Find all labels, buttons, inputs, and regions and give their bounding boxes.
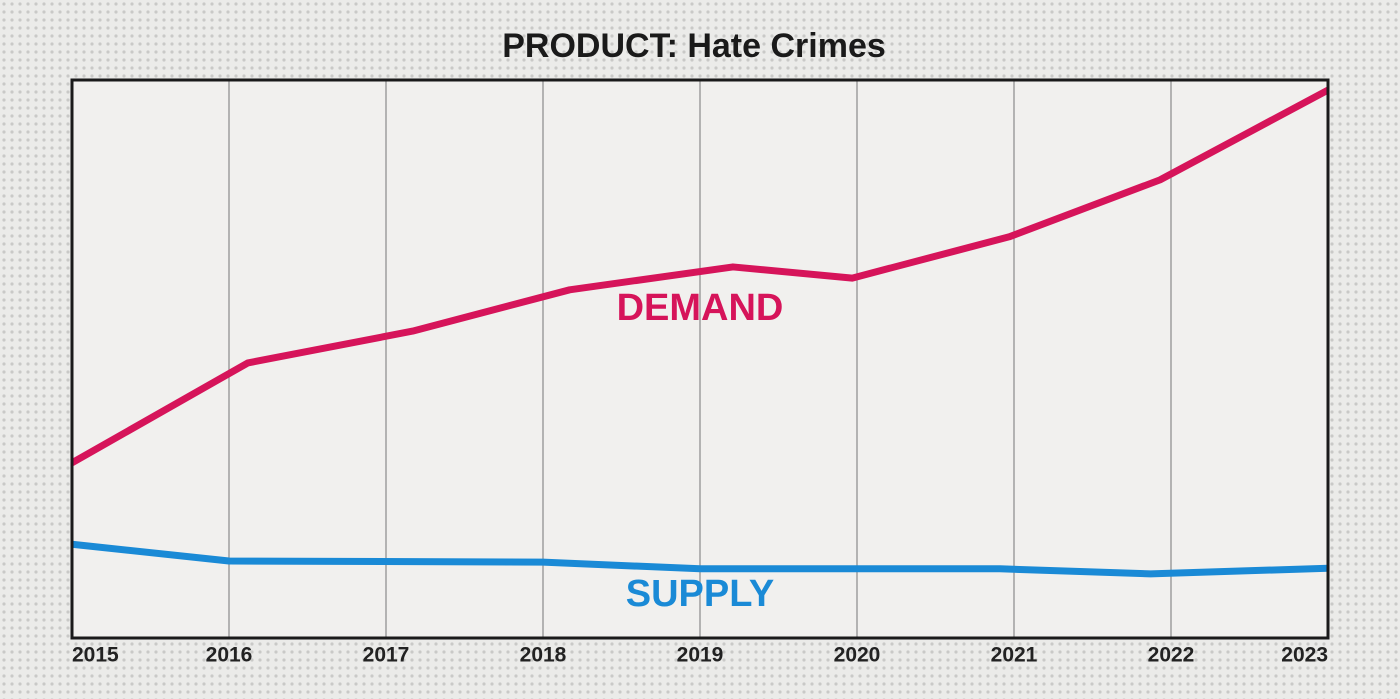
x-tick-label: 2017 (363, 644, 410, 667)
series-line (70, 86, 1330, 466)
x-tick-label: 2015 (72, 644, 119, 667)
series-label: SUPPLY (626, 573, 775, 615)
x-tick-label: 2018 (520, 644, 567, 667)
x-tick-label: 2023 (1281, 644, 1328, 667)
chart-title: PRODUCT: Hate Crimes (502, 27, 886, 65)
x-tick-label: 2016 (206, 644, 253, 667)
series-label: DEMAND (617, 287, 784, 329)
series-line (71, 540, 1329, 578)
x-tick-label: 2019 (677, 644, 724, 667)
x-tick-label: 2022 (1148, 644, 1195, 667)
x-tick-label: 2021 (991, 644, 1038, 667)
plot-frame (70, 78, 1330, 640)
x-tick-label: 2020 (834, 644, 881, 667)
